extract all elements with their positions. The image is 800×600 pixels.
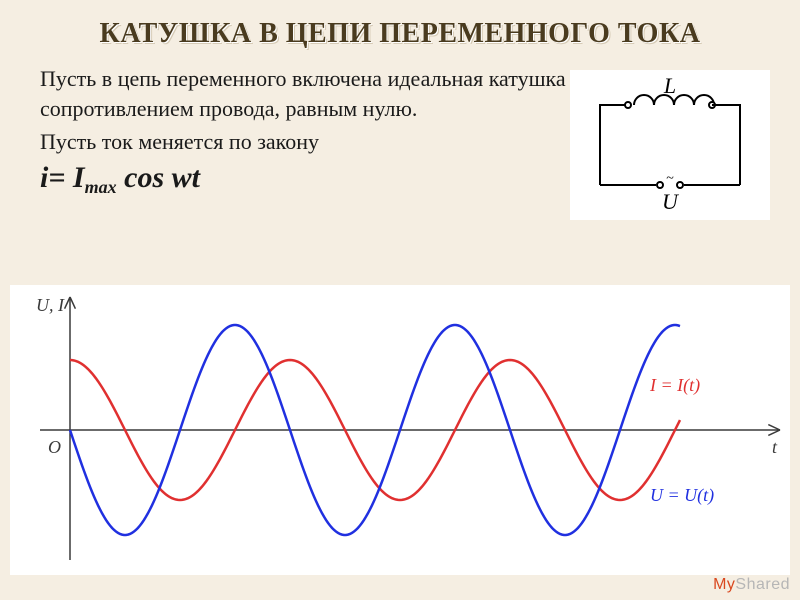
watermark-shared: Shared xyxy=(735,576,790,593)
svg-text:L: L xyxy=(663,73,676,98)
formula-sub: max xyxy=(85,177,117,197)
svg-text:U = U(t): U = U(t) xyxy=(650,485,714,506)
svg-text:O: O xyxy=(48,437,61,457)
slide-title: КАТУШКА В ЦЕПИ ПЕРЕМЕННОГО ТОКА xyxy=(0,0,800,60)
watermark: MyShared xyxy=(713,576,790,594)
waveform-chart: U, I t O I = I(t) U = U(t) xyxy=(10,285,790,575)
svg-text:I = I(t): I = I(t) xyxy=(649,375,700,396)
svg-text:U: U xyxy=(662,189,680,214)
svg-text:U, I: U, I xyxy=(36,295,65,315)
formula-rhs: cos wt xyxy=(117,161,200,194)
svg-text:~: ~ xyxy=(666,171,674,186)
svg-text:t: t xyxy=(772,437,778,457)
watermark-my: My xyxy=(713,576,735,593)
circuit-diagram: ~ L U xyxy=(570,70,770,220)
formula-lhs: i= I xyxy=(40,161,85,194)
